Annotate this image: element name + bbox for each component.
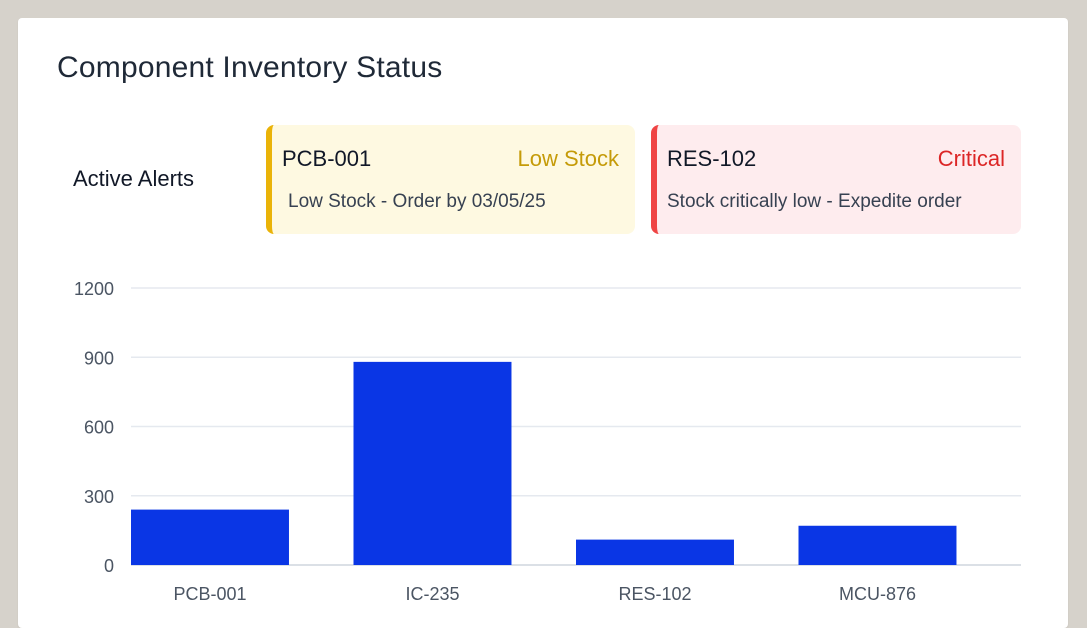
alert-status-badge: Critical xyxy=(937,146,1005,171)
alert-component-code: RES-102 xyxy=(667,146,757,171)
alert-message: Stock critically low - Expedite order xyxy=(667,191,962,212)
alert-card-critical[interactable]: RES-102 Critical Stock critically low - … xyxy=(651,125,1021,234)
inventory-panel: Component Inventory Status Active Alerts… xyxy=(18,18,1068,628)
active-alerts-label: Active Alerts xyxy=(73,166,195,191)
page-title: Component Inventory Status xyxy=(57,51,443,84)
alert-status-badge: Low Stock xyxy=(517,146,620,171)
alert-component-code: PCB-001 xyxy=(282,146,372,171)
alert-card-low-stock[interactable]: PCB-001 Low Stock Low Stock - Order by 0… xyxy=(266,125,635,234)
window-frame: Component Inventory Status Active Alerts… xyxy=(18,18,1068,628)
alert-message: Low Stock - Order by 03/05/25 xyxy=(288,191,546,212)
